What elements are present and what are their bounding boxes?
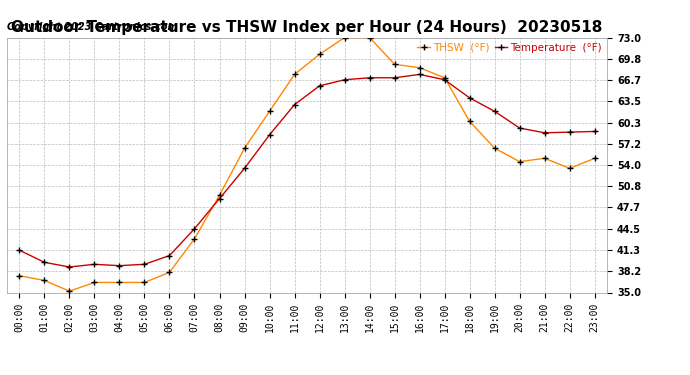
Text: Copyright 2023 Cartronics.com: Copyright 2023 Cartronics.com — [7, 22, 177, 32]
Title: Outdoor Temperature vs THSW Index per Hour (24 Hours)  20230518: Outdoor Temperature vs THSW Index per Ho… — [11, 20, 603, 35]
Legend: THSW  (°F), Temperature  (°F): THSW (°F), Temperature (°F) — [417, 43, 602, 53]
